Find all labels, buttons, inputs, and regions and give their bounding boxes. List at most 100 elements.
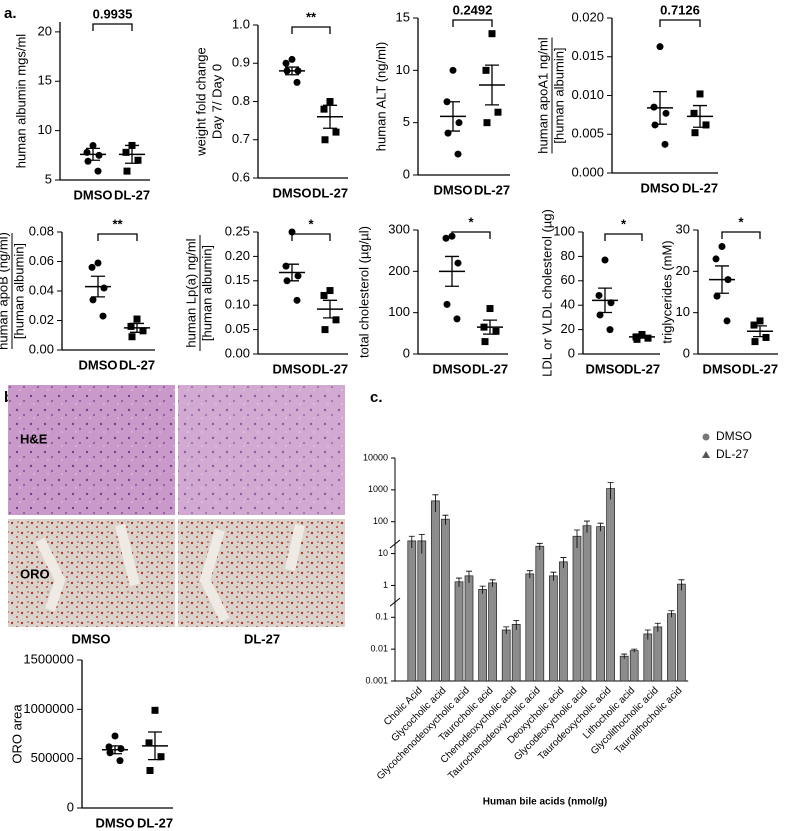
- sem-bar: [130, 322, 144, 333]
- data-point: [454, 259, 462, 267]
- y-tick-label: 0.005: [571, 126, 604, 141]
- significance-bracket: [92, 23, 133, 31]
- data-point: [134, 156, 142, 164]
- legend-label: DMSO: [716, 429, 752, 443]
- x-tick-label: DL-27: [624, 361, 660, 376]
- data-point: [84, 157, 92, 165]
- sem-bar: [108, 745, 122, 755]
- error-bar: [631, 648, 638, 653]
- y-tick-label: 0.9: [232, 55, 250, 70]
- data-point: [696, 90, 704, 98]
- row-label: H&E: [20, 431, 48, 446]
- sem-bar: [285, 66, 299, 76]
- axis-break: [389, 597, 401, 607]
- data-point: [601, 256, 609, 264]
- data-point: [656, 43, 664, 51]
- y-tick-label: 200: [388, 263, 410, 278]
- y-tick-label: 0: [683, 345, 690, 360]
- x-tick-label: DMSO: [434, 182, 473, 197]
- x-tick-label: DL-27: [682, 180, 718, 195]
- data-point: [133, 315, 141, 323]
- data-point: [321, 136, 329, 144]
- data-point: [488, 30, 496, 38]
- data-point: [690, 109, 698, 117]
- y-tick-label: 0.6: [232, 169, 250, 184]
- y-tick-label: 0.010: [571, 87, 604, 102]
- sem-bar: [445, 255, 459, 287]
- significance-bracket: [721, 231, 761, 239]
- y-tick-label: 0.7: [232, 131, 250, 146]
- y-axis-label: human albumin mgs/ml: [13, 34, 28, 168]
- error-bar: [503, 626, 510, 634]
- y-tick-label: 500000: [31, 750, 74, 765]
- data-point: [661, 140, 669, 148]
- significance-label: *: [738, 214, 744, 229]
- error-bar: [479, 585, 486, 594]
- significance-bracket: [291, 233, 331, 241]
- data-point: [89, 296, 97, 304]
- data-point: [123, 167, 131, 175]
- y-tick-label: 0.04: [29, 282, 54, 297]
- x-tick-label: DMSO: [433, 361, 472, 376]
- bar: [478, 589, 487, 682]
- sem-bar: [446, 101, 460, 132]
- data-point: [95, 151, 103, 159]
- x-tick-label: DMSO: [641, 180, 680, 195]
- y-tick-label: 0.20: [225, 248, 250, 263]
- data-point: [332, 316, 340, 324]
- bar: [511, 624, 521, 682]
- bar: [629, 650, 639, 682]
- y-tick-label: 0.15: [225, 272, 250, 287]
- error-bar: [432, 494, 439, 513]
- significance-label: 0.9935: [93, 6, 133, 21]
- y-tick-label: 20: [561, 321, 575, 336]
- data-point: [117, 745, 125, 753]
- sem-bar: [635, 335, 649, 339]
- bar: [653, 626, 663, 682]
- y-tick-label: 20: [38, 23, 52, 38]
- bar: [525, 573, 535, 682]
- y-tick-label: 0: [568, 345, 575, 360]
- y-tick-label: 10: [378, 548, 388, 558]
- x-tick-label: DL-27: [312, 185, 348, 200]
- data-point: [596, 311, 604, 319]
- data-point: [762, 333, 770, 341]
- data-point: [94, 259, 102, 267]
- error-bar: [513, 619, 520, 630]
- data-point: [282, 59, 290, 67]
- data-point: [288, 55, 296, 63]
- data-point: [99, 312, 107, 320]
- bar: [488, 582, 497, 682]
- panel-label: a.: [4, 5, 17, 22]
- he-image: [178, 385, 345, 515]
- bar: [619, 655, 629, 682]
- data-point: [453, 315, 461, 323]
- data-point: [320, 291, 328, 299]
- y-axis-label: human apoB (ng/ml): [0, 232, 10, 350]
- x-tick-label: DMSO: [74, 187, 113, 202]
- error-bar: [536, 542, 543, 550]
- y-tick-label: 20: [676, 263, 690, 278]
- error-bar: [408, 535, 415, 548]
- bar: [464, 575, 474, 682]
- significance-bracket: [451, 231, 491, 239]
- data-point: [443, 300, 451, 308]
- significance-bracket: [452, 19, 493, 27]
- x-tick-label: DL-27: [474, 182, 510, 197]
- error-bar: [584, 520, 590, 533]
- y-axis-label: weight fold change: [193, 47, 208, 156]
- y-tick-label: 5: [403, 114, 410, 129]
- data-point: [122, 148, 130, 156]
- y-tick-label: 0.25: [225, 223, 250, 238]
- y-tick-label: 1000: [368, 484, 388, 494]
- data-point: [128, 333, 136, 341]
- error-bar: [560, 557, 567, 569]
- data-point: [293, 296, 301, 304]
- significance-label: 0.2492: [453, 2, 493, 17]
- legend-marker: [702, 451, 710, 458]
- y-tick-label: 1.0: [232, 16, 250, 31]
- y-tick-label: 0.06: [29, 253, 54, 268]
- data-point: [106, 749, 114, 757]
- data-point: [650, 103, 658, 111]
